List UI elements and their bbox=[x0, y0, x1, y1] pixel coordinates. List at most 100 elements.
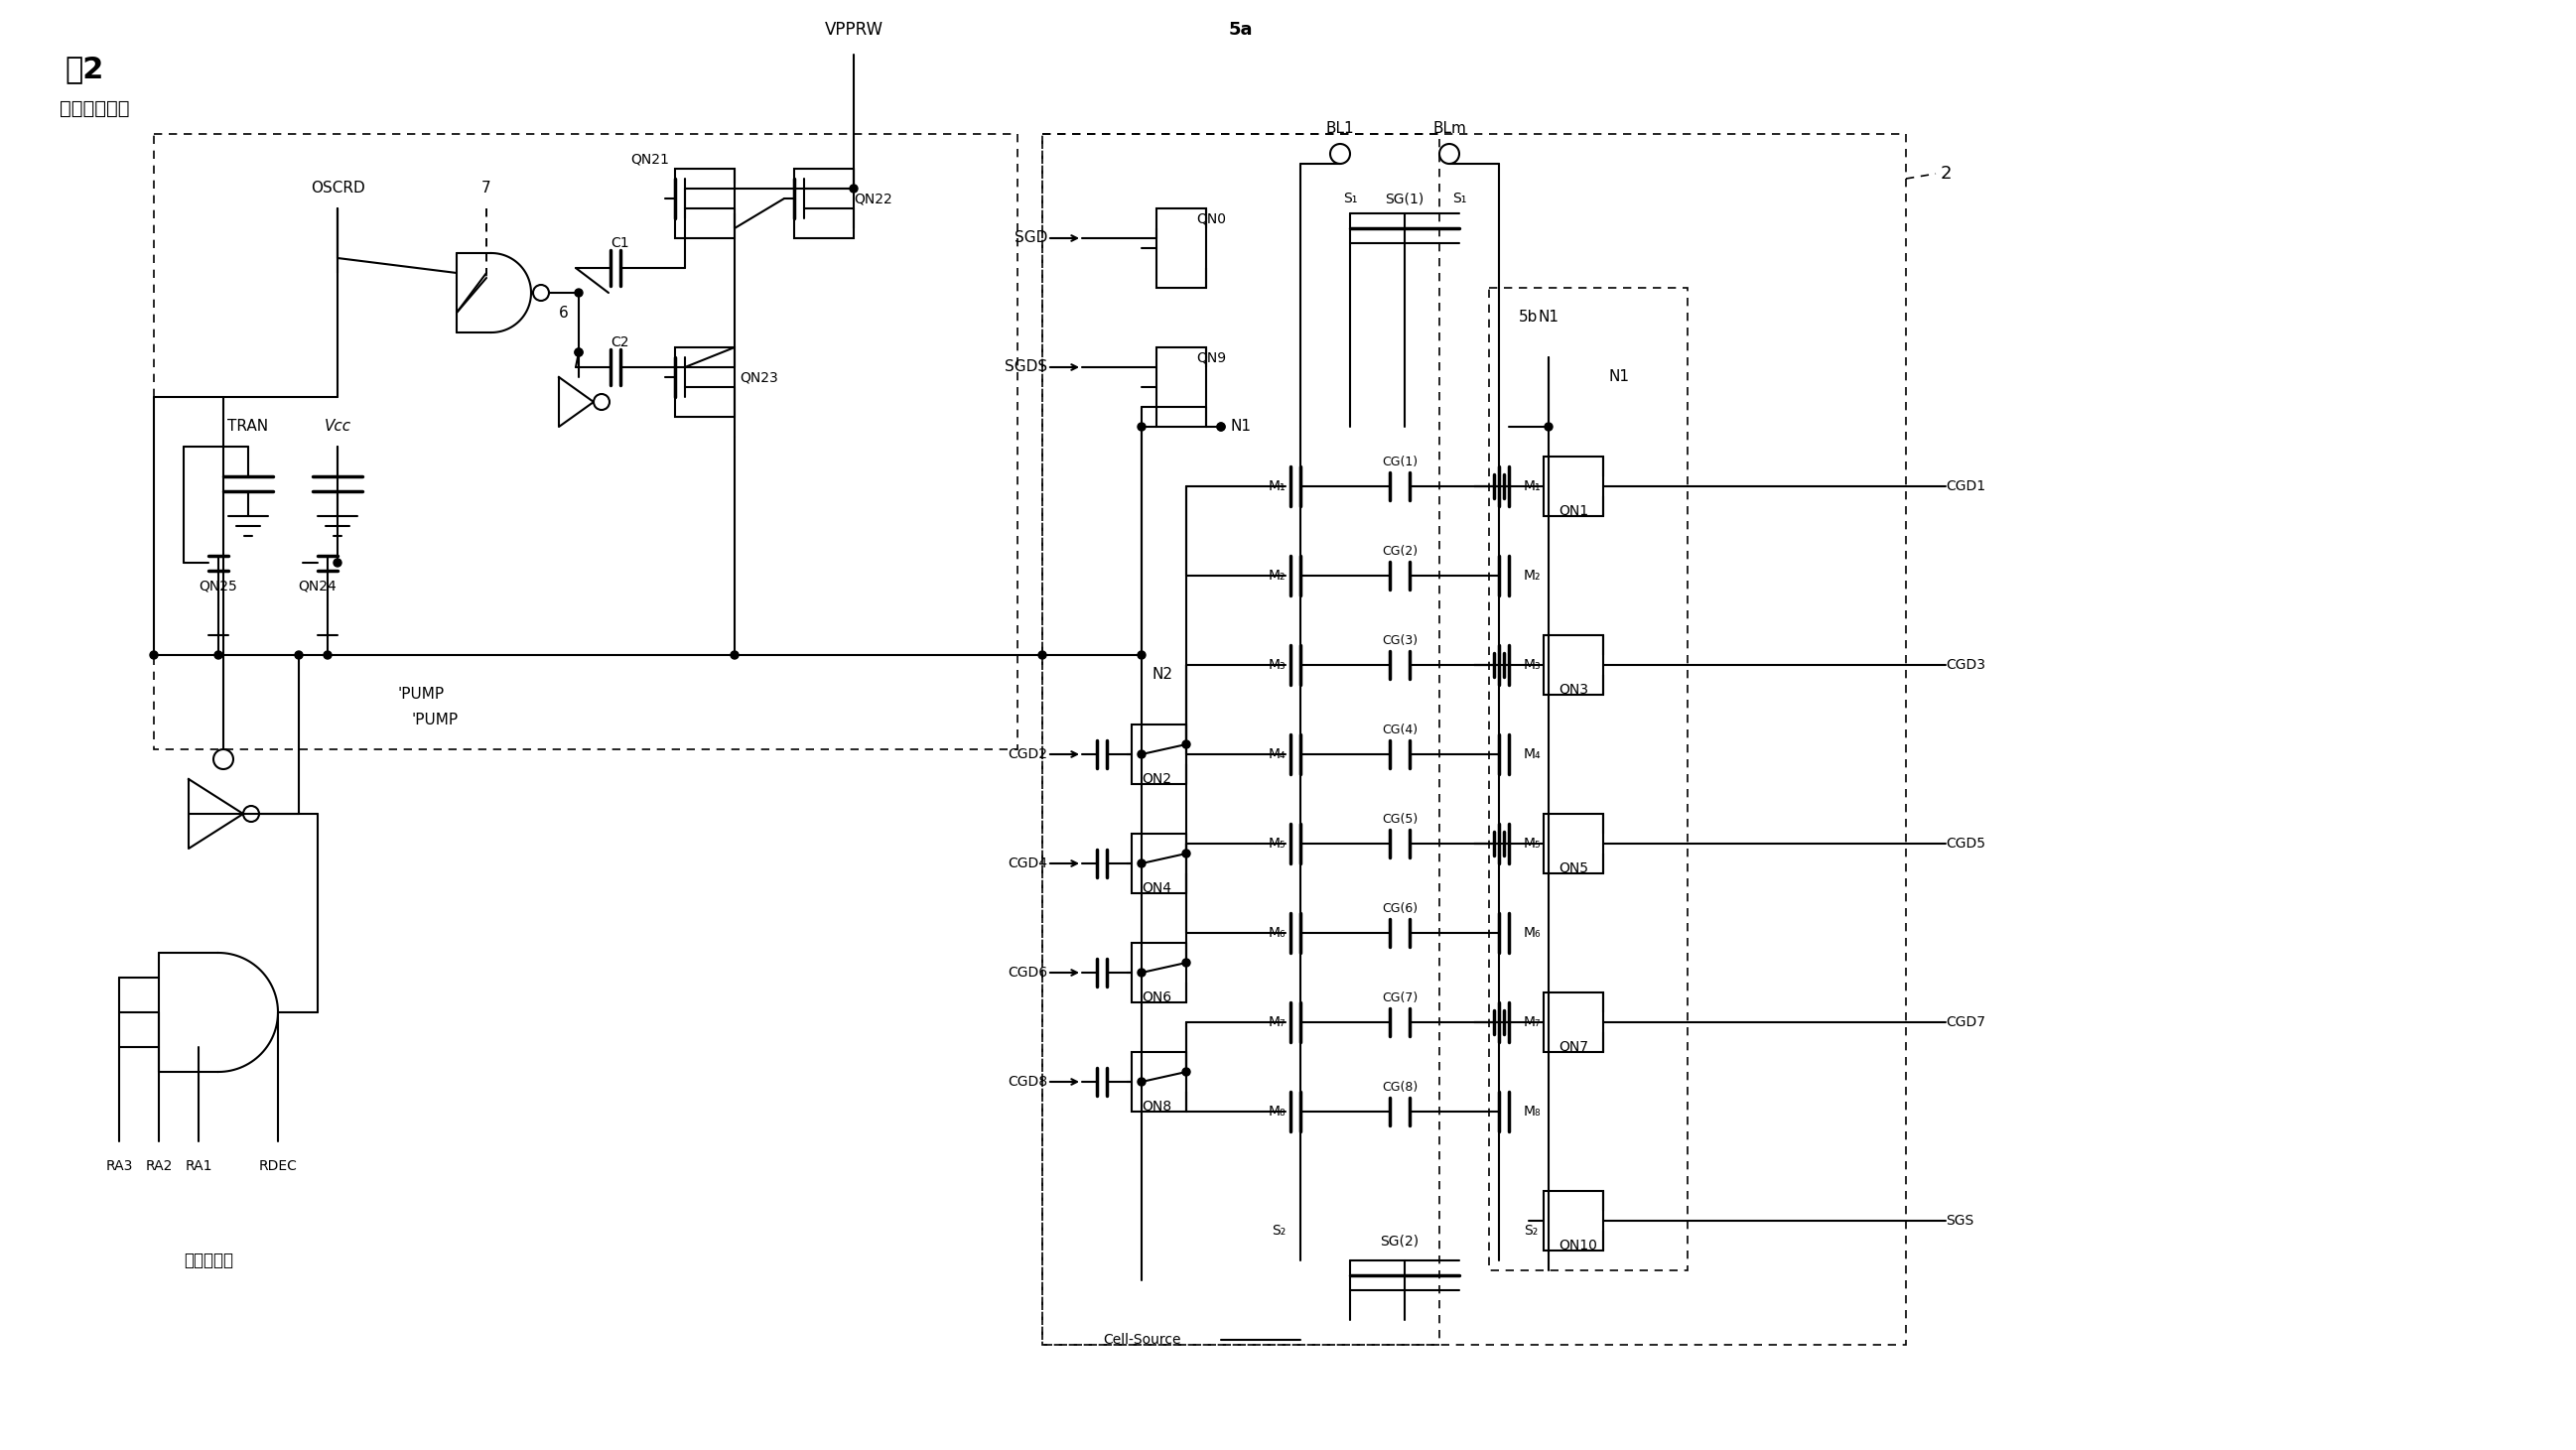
Text: CG(6): CG(6) bbox=[1381, 902, 1417, 915]
Text: C2: C2 bbox=[611, 335, 629, 349]
Text: CGD1: CGD1 bbox=[1945, 480, 1986, 493]
Text: 块地址信号: 块地址信号 bbox=[183, 1251, 234, 1269]
Text: SGS: SGS bbox=[1945, 1214, 1973, 1228]
Circle shape bbox=[1546, 423, 1553, 431]
Bar bbox=[1157, 209, 1206, 287]
Text: CGD7: CGD7 bbox=[1945, 1015, 1986, 1030]
Bar bbox=[1543, 1190, 1602, 1250]
Bar bbox=[1157, 348, 1206, 426]
Text: QN3: QN3 bbox=[1558, 683, 1589, 696]
Text: M₅: M₅ bbox=[1267, 837, 1285, 851]
Circle shape bbox=[1139, 969, 1146, 977]
Circle shape bbox=[149, 651, 157, 658]
Text: QN0: QN0 bbox=[1195, 212, 1226, 225]
Text: QN4: QN4 bbox=[1141, 882, 1172, 895]
Circle shape bbox=[1139, 750, 1146, 758]
Text: CG(2): CG(2) bbox=[1381, 544, 1417, 557]
Text: QN21: QN21 bbox=[631, 152, 670, 165]
Text: N1: N1 bbox=[1231, 419, 1252, 434]
Text: QN7: QN7 bbox=[1558, 1040, 1589, 1054]
Circle shape bbox=[1139, 1077, 1146, 1086]
Text: M₈: M₈ bbox=[1267, 1105, 1285, 1118]
Bar bbox=[1043, 133, 1906, 1344]
Text: QN22: QN22 bbox=[853, 191, 891, 206]
Text: QN8: QN8 bbox=[1141, 1099, 1172, 1114]
Text: M₇: M₇ bbox=[1267, 1015, 1285, 1030]
Text: QN9: QN9 bbox=[1195, 351, 1226, 364]
Text: CG(3): CG(3) bbox=[1381, 634, 1417, 647]
Text: Vcc: Vcc bbox=[325, 419, 350, 434]
Circle shape bbox=[1182, 958, 1190, 967]
Bar bbox=[1543, 813, 1602, 873]
Text: S₂: S₂ bbox=[1273, 1224, 1285, 1238]
Text: M₅: M₅ bbox=[1525, 837, 1540, 851]
Text: CGD6: CGD6 bbox=[1007, 966, 1048, 980]
Bar bbox=[1543, 635, 1602, 695]
Circle shape bbox=[294, 651, 304, 658]
Text: M₇: M₇ bbox=[1525, 1015, 1540, 1030]
Text: QN10: QN10 bbox=[1558, 1238, 1597, 1253]
Text: CG(4): CG(4) bbox=[1381, 724, 1417, 737]
Text: （现有技术）: （现有技术） bbox=[59, 99, 129, 117]
Text: CG(7): CG(7) bbox=[1381, 990, 1417, 1003]
Bar bbox=[1543, 992, 1602, 1053]
Text: QN6: QN6 bbox=[1141, 990, 1172, 1005]
Text: CGD8: CGD8 bbox=[1007, 1074, 1048, 1089]
Text: CGD4: CGD4 bbox=[1007, 857, 1048, 870]
Circle shape bbox=[325, 651, 332, 658]
Circle shape bbox=[1139, 423, 1146, 431]
Text: SGD: SGD bbox=[1015, 231, 1048, 245]
Text: 7: 7 bbox=[482, 181, 492, 196]
Circle shape bbox=[732, 651, 739, 658]
Circle shape bbox=[850, 184, 858, 193]
Bar bbox=[1043, 133, 1440, 1344]
Bar bbox=[1543, 457, 1602, 516]
Bar bbox=[1131, 1053, 1188, 1112]
Text: N1: N1 bbox=[1607, 370, 1628, 384]
Text: CG(8): CG(8) bbox=[1381, 1080, 1417, 1093]
Text: S₁: S₁ bbox=[1342, 191, 1358, 206]
Text: QN5: QN5 bbox=[1558, 861, 1589, 876]
Text: RDEC: RDEC bbox=[258, 1159, 296, 1173]
Text: RA2: RA2 bbox=[144, 1159, 173, 1173]
Text: S₁: S₁ bbox=[1453, 191, 1466, 206]
Circle shape bbox=[1139, 860, 1146, 867]
Text: QN2: QN2 bbox=[1141, 773, 1172, 786]
Text: QN1: QN1 bbox=[1558, 505, 1589, 518]
Circle shape bbox=[1139, 651, 1146, 658]
Text: M₂: M₂ bbox=[1525, 568, 1540, 583]
Circle shape bbox=[574, 289, 582, 297]
Circle shape bbox=[214, 651, 222, 658]
Text: QN25: QN25 bbox=[198, 579, 237, 593]
Text: BL1: BL1 bbox=[1327, 122, 1355, 136]
Text: C1: C1 bbox=[611, 236, 629, 249]
Text: RA3: RA3 bbox=[106, 1159, 134, 1173]
Text: QN23: QN23 bbox=[739, 370, 778, 384]
Bar bbox=[675, 348, 734, 416]
Circle shape bbox=[1038, 651, 1046, 658]
Bar bbox=[1131, 942, 1188, 1002]
Text: 'PUMP: 'PUMP bbox=[397, 687, 443, 702]
Circle shape bbox=[1182, 850, 1190, 857]
Text: Cell-Source: Cell-Source bbox=[1103, 1333, 1180, 1347]
Text: M₃: M₃ bbox=[1267, 658, 1285, 671]
Circle shape bbox=[1216, 423, 1226, 431]
Text: M₆: M₆ bbox=[1267, 927, 1285, 940]
Circle shape bbox=[1216, 423, 1226, 431]
Text: M₂: M₂ bbox=[1267, 568, 1285, 583]
Circle shape bbox=[332, 558, 343, 567]
Text: M₁: M₁ bbox=[1525, 480, 1540, 493]
Text: QN24: QN24 bbox=[299, 579, 337, 593]
Text: 2: 2 bbox=[1940, 165, 1953, 183]
Text: 图2: 图2 bbox=[64, 55, 103, 83]
Circle shape bbox=[574, 348, 582, 357]
Circle shape bbox=[1182, 741, 1190, 748]
Text: N1: N1 bbox=[1538, 310, 1558, 325]
Bar bbox=[1131, 725, 1188, 784]
Text: M₃: M₃ bbox=[1525, 658, 1540, 671]
Text: VPPRW: VPPRW bbox=[824, 20, 884, 39]
Text: SG(1): SG(1) bbox=[1386, 191, 1425, 206]
Bar bbox=[675, 168, 734, 238]
Text: OSCRD: OSCRD bbox=[309, 181, 366, 196]
Text: 5b: 5b bbox=[1520, 310, 1538, 325]
